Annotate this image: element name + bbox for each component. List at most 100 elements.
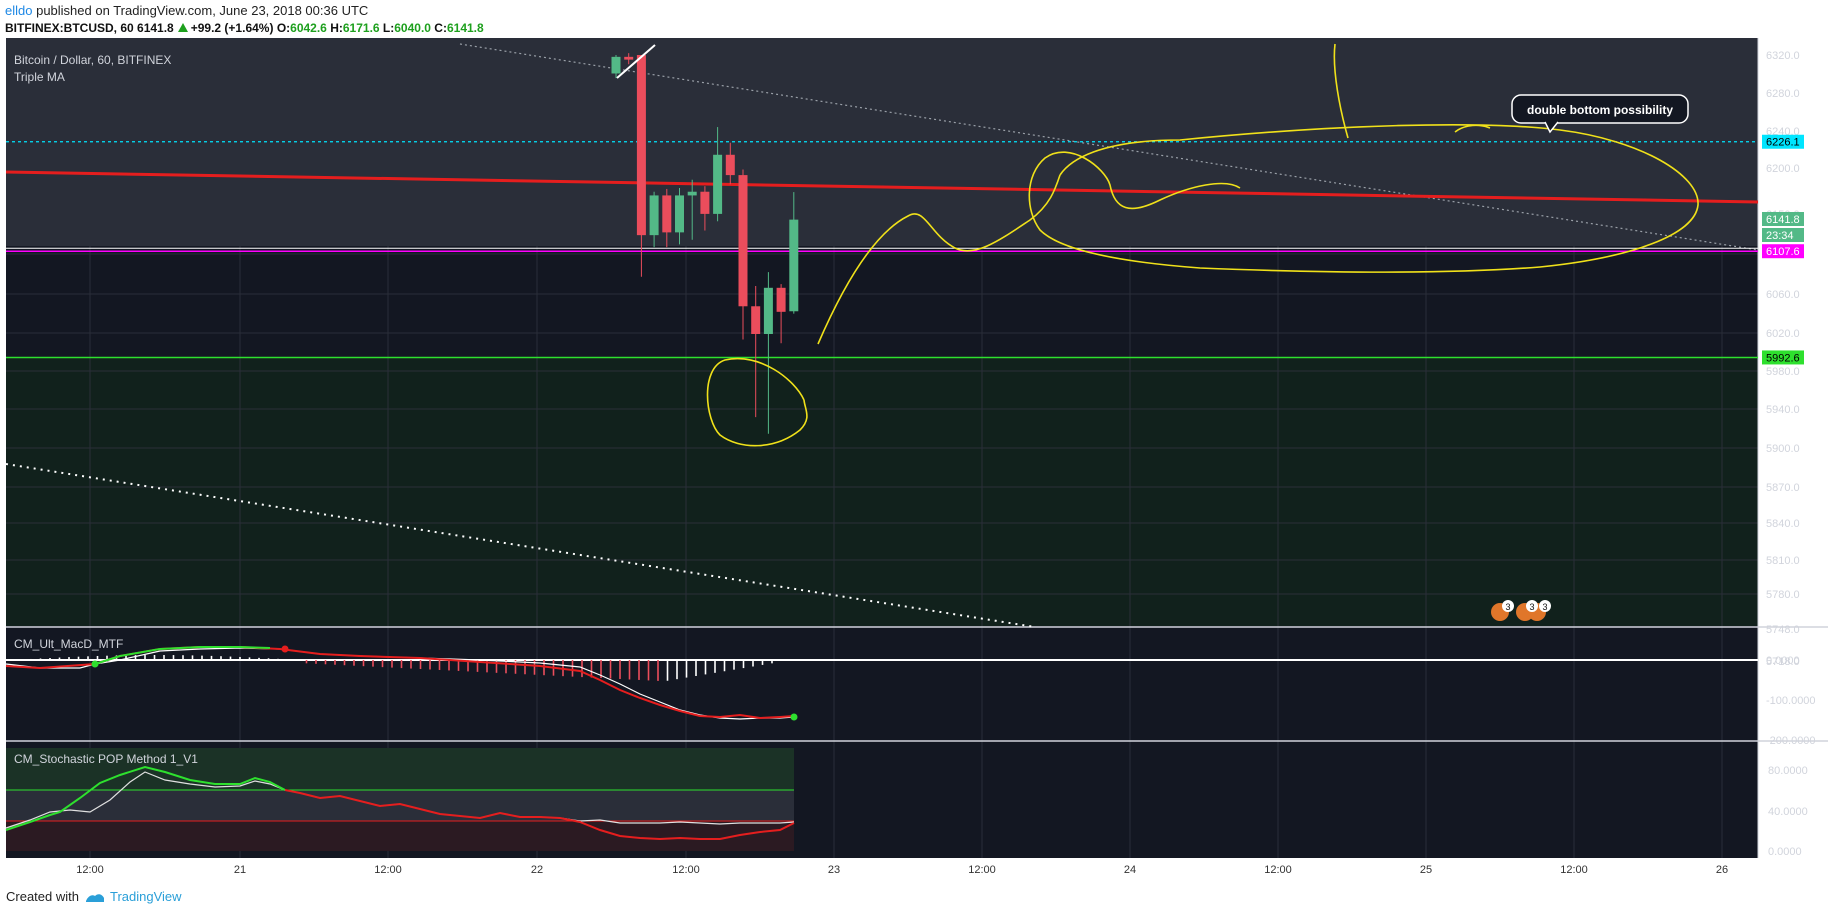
time-axis-label: 26: [1716, 864, 1728, 876]
candle[interactable]: [789, 192, 799, 314]
diagonal-trendline[interactable]: [459, 43, 1759, 251]
price-axis-label: 5780.0: [1766, 589, 1800, 601]
drawn-small-mark[interactable]: [1454, 124, 1491, 133]
price-axis-label: 6200.0: [1766, 163, 1800, 175]
price-change: +99.2 (+1.64%): [190, 21, 274, 35]
price-axis-label: 5718.0: [1766, 656, 1800, 668]
price-axis-label: 6060.0: [1766, 289, 1800, 301]
lower-green-zone: [6, 358, 1758, 626]
high-label: H:: [330, 21, 343, 35]
time-axis-label: 24: [1124, 864, 1136, 876]
double-bottom-ellipse[interactable]: [1028, 123, 1699, 273]
candle[interactable]: [675, 188, 684, 245]
candle[interactable]: [624, 53, 634, 65]
publish-info: published on TradingView.com, June 23, 2…: [36, 3, 369, 18]
time-axis-label: 12:00: [374, 864, 402, 876]
last-price: 6141.8: [137, 21, 174, 35]
stoch-axis-label: 80.0000: [1768, 765, 1808, 777]
candle[interactable]: [713, 127, 723, 222]
macd-axis-label: 0.0000: [1766, 655, 1800, 667]
price-axis-label: 5940.0: [1766, 404, 1800, 416]
low-label: L:: [382, 21, 395, 35]
tradingview-logo-icon[interactable]: [85, 891, 105, 903]
macd-axis-label: -100.0000: [1766, 695, 1816, 707]
close-value: 6141.8: [446, 21, 484, 35]
countdown-tag: 23:34: [1762, 228, 1804, 242]
short-trendline[interactable]: [616, 44, 656, 79]
drawn-tick-mark[interactable]: [1333, 43, 1349, 139]
event-badge-count: 3: [1542, 602, 1547, 612]
price-axis-label: 5748.0: [1766, 624, 1800, 636]
event-badges[interactable]: 3 3 3: [1491, 600, 1551, 621]
price-axis-label: 5900.0: [1766, 443, 1800, 455]
candle[interactable]: [611, 55, 621, 79]
time-axis-label: 22: [531, 864, 543, 876]
footer: Created with TradingView: [6, 889, 182, 904]
time-axis-label: 12:00: [1264, 864, 1292, 876]
magenta-price-tag: 6107.6: [1762, 244, 1804, 259]
stoch-axis-label: 40.0000: [1768, 806, 1808, 818]
candle[interactable]: [763, 272, 773, 434]
stoch-k-line-red: [284, 789, 795, 841]
candle[interactable]: [687, 179, 697, 240]
callout-bubble[interactable]: double bottom possibility: [1511, 94, 1689, 134]
publish-header: elldo published on TradingView.com, June…: [5, 3, 368, 18]
candle[interactable]: [725, 142, 735, 185]
candle[interactable]: [700, 186, 710, 231]
tradingview-link[interactable]: TradingView: [109, 889, 182, 904]
svg-text:5992.6: 5992.6: [1766, 352, 1800, 364]
hand-drawing[interactable]: [706, 43, 1699, 447]
lower-dotted-trendline[interactable]: [5, 463, 1036, 628]
time-axis-label: 12:00: [968, 864, 996, 876]
time-axis-label: 25: [1420, 864, 1432, 876]
candle[interactable]: [636, 55, 646, 277]
open-value: 6042.6: [290, 21, 327, 35]
candle[interactable]: [738, 169, 748, 340]
time-axis-label: 12:00: [1560, 864, 1588, 876]
high-value: 6171.6: [342, 21, 380, 35]
time-axis-label: 12:00: [76, 864, 104, 876]
svg-text:6107.6: 6107.6: [1766, 246, 1800, 258]
svg-text:6226.1: 6226.1: [1766, 137, 1800, 149]
stoch-axis-label: 0.0000: [1768, 846, 1802, 858]
low-value: 6040.0: [394, 21, 431, 35]
close-label: C:: [434, 21, 447, 35]
up-arrow-icon: [177, 23, 188, 32]
time-axis-label: 23: [828, 864, 840, 876]
symbol-name: BITFINEX:BTCUSD, 60: [5, 21, 134, 35]
symbol-ohlc-line: BITFINEX:BTCUSD, 60 6141.8 +99.2 (+1.64%)…: [5, 21, 484, 35]
price-axis-label: 5870.0: [1766, 482, 1800, 494]
main-chart-title: Bitcoin / Dollar, 60, BITFINEX: [14, 53, 171, 67]
drawn-path-up[interactable]: [817, 174, 1061, 345]
price-axis-label: 6320.0: [1766, 50, 1800, 62]
price-axis-label: 6280.0: [1766, 88, 1800, 100]
open-label: O:: [276, 21, 291, 35]
author-link[interactable]: elldo: [5, 3, 33, 18]
time-axis-label: 21: [234, 864, 246, 876]
candle[interactable]: [751, 285, 761, 418]
event-badge-count: 3: [1529, 602, 1534, 612]
price-axis-label: 5810.0: [1766, 555, 1800, 567]
last-price-tag: 6141.8: [1762, 212, 1804, 226]
candle[interactable]: [662, 188, 672, 248]
macd-pane-title[interactable]: CM_Ult_MacD_MTF: [14, 637, 123, 651]
time-axis-label: 12:00: [672, 864, 700, 876]
price-axis-label: 6020.0: [1766, 328, 1800, 340]
candle[interactable]: [776, 284, 786, 344]
stoch-mid-zone: [6, 790, 794, 821]
cyan-price-tag: 6226.1: [1762, 134, 1804, 149]
svg-text:23:34: 23:34: [1766, 230, 1794, 242]
candle[interactable]: [649, 191, 659, 248]
macd-line-green: [94, 646, 271, 665]
indicator-name[interactable]: Triple MA: [14, 70, 65, 84]
green-price-tag: 5992.6: [1762, 350, 1804, 365]
stoch-k-line-green: [5, 765, 286, 831]
bottom-circle[interactable]: [706, 357, 808, 447]
callout-text: double bottom possibility: [1527, 103, 1673, 117]
event-badge-count: 3: [1505, 602, 1510, 612]
price-axis-label: 5980.0: [1766, 366, 1800, 378]
red-resistance-line[interactable]: [5, 170, 1759, 204]
stoch-pane-title[interactable]: CM_Stochastic POP Method 1_V1: [14, 752, 198, 766]
macd-axis-label: -200.0000: [1766, 735, 1816, 747]
